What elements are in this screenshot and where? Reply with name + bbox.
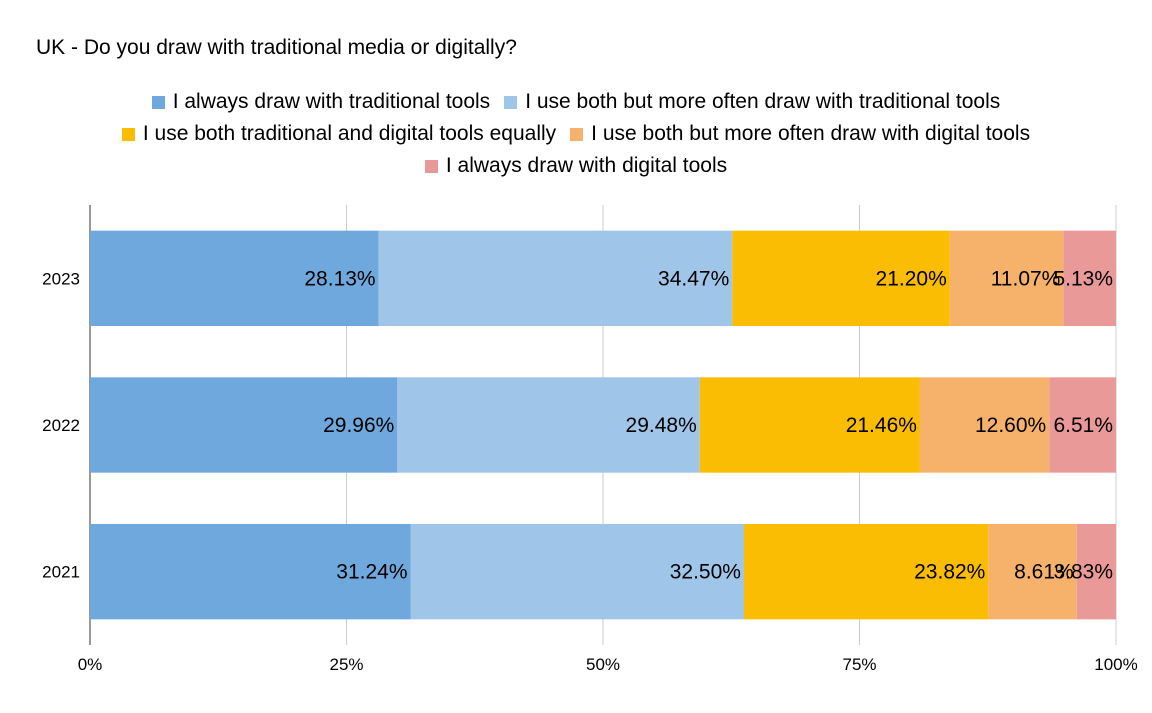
data-label: 8.61% — [1014, 561, 1074, 584]
legend-label: I always draw with digital tools — [445, 154, 728, 177]
x-tick-label: 100% — [1094, 655, 1137, 674]
legend-row: I always draw with traditional tools I us… — [0, 86, 1152, 118]
legend-label: I use both but more often draw with trad… — [525, 90, 1001, 113]
data-label: 34.47% — [658, 267, 729, 290]
bar-segment — [1049, 377, 1116, 473]
data-label: 28.13% — [304, 267, 375, 290]
data-label: 32.50% — [670, 561, 741, 584]
data-label: 11.07% — [991, 267, 1061, 290]
data-label: 21.46% — [846, 414, 917, 437]
legend-row: I use both traditional and digital tools… — [0, 118, 1152, 150]
data-label: 21.20% — [876, 267, 947, 290]
bar-segment — [410, 524, 744, 620]
legend-label: I use both traditional and digital tools… — [142, 122, 557, 145]
legend-label: I always draw with traditional tools — [172, 90, 491, 113]
bar-segment — [988, 524, 1077, 620]
bar-segment — [1063, 230, 1116, 326]
data-label: 29.48% — [626, 414, 697, 437]
legend-swatch — [151, 95, 165, 109]
legend-item: I use both traditional and digital tools… — [121, 122, 557, 146]
legend-label: I use both but more often draw with digi… — [591, 122, 1031, 145]
data-label: 5.13% — [1053, 267, 1113, 290]
x-tick-label: 0% — [78, 655, 103, 674]
bar-segment — [90, 524, 411, 620]
legend-swatch — [121, 127, 135, 141]
data-label: 6.51% — [1053, 414, 1113, 437]
bar-segment — [90, 377, 398, 473]
legend-item: I use both but more often draw with digi… — [570, 122, 1030, 146]
bar-segment — [699, 377, 920, 473]
data-label: 31.24% — [336, 561, 407, 584]
y-tick-label: 2021 — [42, 563, 80, 582]
legend-item: I always draw with traditional tools — [151, 90, 491, 114]
legend-swatch — [504, 95, 518, 109]
data-label: 29.96% — [323, 414, 394, 437]
chart-title: UK - Do you draw with traditional media … — [36, 36, 517, 59]
data-label: 3.83% — [1053, 561, 1113, 584]
legend: I always draw with traditional tools I us… — [0, 86, 1152, 182]
legend-item: I use both but more often draw with trad… — [504, 90, 1000, 114]
y-tick-label: 2022 — [42, 416, 80, 435]
bar-segment — [90, 230, 379, 326]
legend-row: I always draw with digital tools — [0, 150, 1152, 182]
x-tick-label: 75% — [842, 655, 876, 674]
bar-segment — [378, 230, 733, 326]
data-label: 12.60% — [975, 414, 1046, 437]
legend-swatch — [570, 127, 584, 141]
legend-item: I always draw with digital tools — [424, 154, 728, 178]
bar-segment — [732, 230, 950, 326]
legend-swatch — [424, 159, 438, 173]
bar-segment — [743, 524, 989, 620]
x-tick-label: 50% — [586, 655, 620, 674]
data-label: 23.82% — [914, 561, 985, 584]
bar-segment — [1076, 524, 1116, 620]
bar-segment — [919, 377, 1050, 473]
bar-segment — [949, 230, 1064, 326]
x-tick-label: 25% — [329, 655, 363, 674]
bar-segment — [397, 377, 700, 473]
y-tick-label: 2023 — [42, 269, 80, 288]
